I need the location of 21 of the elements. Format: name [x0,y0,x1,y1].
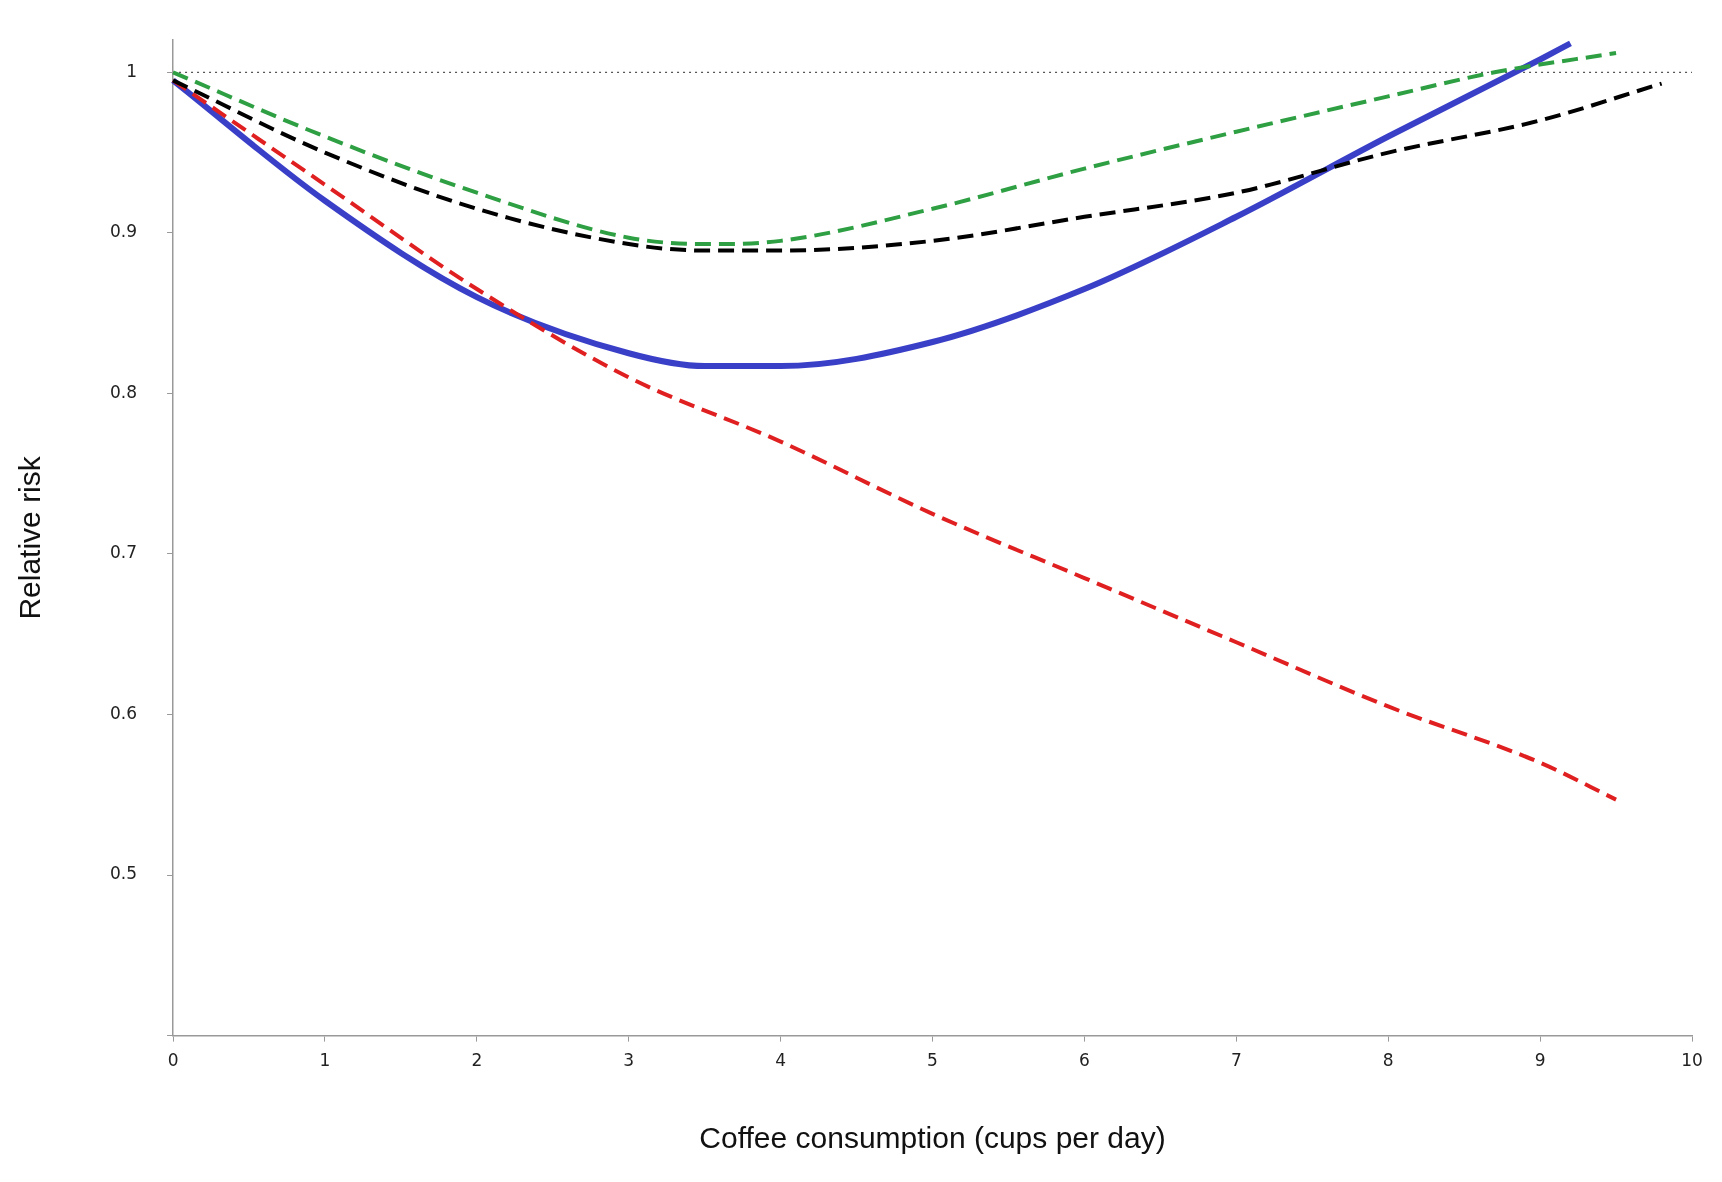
line-series [171,51,1619,247]
x-axis-title: Coffee consumption (cups per day) [699,1121,1166,1155]
x-tick-label: 9 [1534,1050,1546,1071]
line-series [171,78,1664,253]
x-tick-label: 2 [471,1050,483,1071]
x-tick-label: 4 [775,1050,787,1071]
y-tick-label: 0.9 [109,221,138,242]
y-axis-title: Relative risk [13,455,47,620]
x-tick-label: 3 [623,1050,635,1071]
x-tick-label: 0 [167,1050,179,1071]
y-tick-label: 0.5 [109,863,138,884]
x-tick-label: 10 [1681,1050,1703,1071]
x-tick-label: 6 [1079,1050,1090,1071]
y-tick-label: 0.7 [109,542,138,563]
x-tick-label: 1 [319,1050,331,1071]
y-tick-label: 0.8 [109,381,138,402]
x-tick-label: 7 [1230,1050,1242,1071]
y-tick-label: 0.6 [109,702,138,723]
y-tick-label: 1 [126,60,138,81]
x-tick-label: 5 [927,1050,938,1071]
x-tick-label: 8 [1382,1050,1394,1071]
